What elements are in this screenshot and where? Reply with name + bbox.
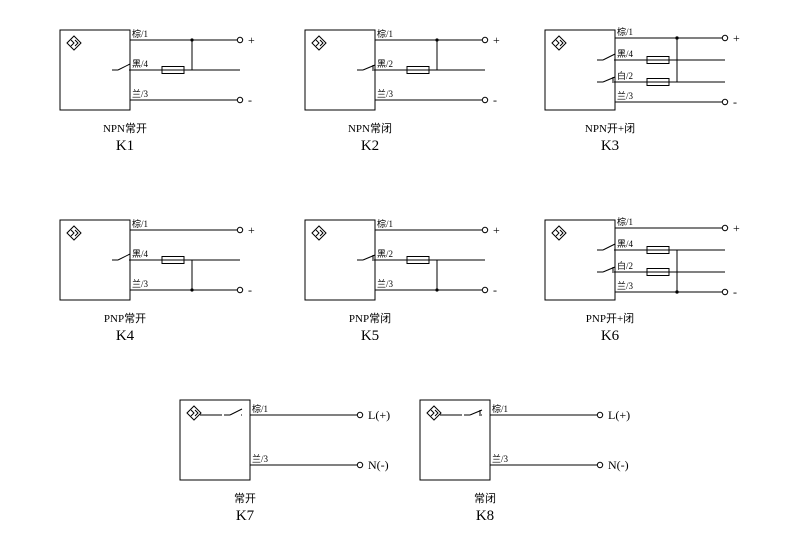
wire-label: 棕/1: [377, 218, 393, 229]
wire-label: 兰/3: [492, 453, 509, 464]
polarity-label: N(-): [368, 458, 389, 472]
svg-text:K2: K2: [361, 138, 379, 154]
svg-text:PNP常开: PNP常开: [104, 312, 146, 325]
wire-label: 黑/4: [132, 59, 149, 69]
wire-label: 兰/3: [377, 88, 394, 99]
polarity-label: N(-): [608, 458, 629, 472]
wire-label: 黑/2: [377, 59, 393, 69]
polarity-label: -: [493, 283, 497, 297]
diagram-K7: [180, 400, 363, 480]
wire-label: 棕/1: [492, 403, 508, 414]
svg-text:K1: K1: [116, 138, 134, 154]
wire-label: 黑/4: [617, 239, 634, 249]
svg-text:NPN常开: NPN常开: [103, 122, 147, 135]
diagram-K2: [305, 30, 488, 110]
diagram-K8: [420, 400, 603, 480]
svg-text:NPN常闭: NPN常闭: [348, 122, 392, 135]
polarity-label: +: [733, 221, 740, 235]
wire-label: 兰/3: [377, 278, 394, 289]
polarity-label: +: [733, 31, 740, 45]
wire-label: 棕/1: [377, 28, 393, 39]
svg-text:PNP常闭: PNP常闭: [349, 312, 391, 325]
wire-label: 棕/1: [252, 403, 268, 414]
wire-label: 黑/2: [377, 249, 393, 259]
polarity-label: -: [733, 285, 737, 299]
wire-label: 棕/1: [617, 216, 633, 227]
wire-label: 兰/3: [617, 90, 634, 101]
polarity-label: -: [248, 93, 252, 107]
wire-label: 白/2: [617, 70, 633, 81]
polarity-label: L(+): [368, 408, 390, 422]
polarity-label: +: [248, 33, 255, 47]
svg-text:K6: K6: [601, 328, 620, 344]
diagram-K5: [305, 220, 488, 300]
wire-label: 兰/3: [132, 88, 149, 99]
diagram-K4: [60, 220, 243, 300]
wire-label: 黑/4: [132, 249, 149, 259]
wire-label: 棕/1: [617, 26, 633, 37]
polarity-label: L(+): [608, 408, 630, 422]
svg-text:K4: K4: [116, 328, 135, 344]
svg-text:K5: K5: [361, 328, 379, 344]
wire-label: 兰/3: [132, 278, 149, 289]
wire-label: 兰/3: [617, 280, 634, 291]
polarity-label: -: [248, 283, 252, 297]
wire-label: 棕/1: [132, 28, 148, 39]
wire-label: 黑/4: [617, 49, 634, 59]
svg-text:PNP开+闭: PNP开+闭: [586, 312, 634, 325]
diagram-K6: [545, 220, 728, 300]
svg-text:常开: 常开: [234, 492, 256, 505]
svg-text:K3: K3: [601, 138, 619, 154]
svg-text:K7: K7: [236, 508, 255, 524]
wire-label: 兰/3: [252, 453, 269, 464]
wire-label: 白/2: [617, 260, 633, 271]
polarity-label: +: [493, 33, 500, 47]
polarity-label: +: [493, 223, 500, 237]
svg-text:K8: K8: [476, 508, 494, 524]
polarity-label: +: [248, 223, 255, 237]
polarity-label: -: [733, 95, 737, 109]
diagram-K3: [545, 30, 728, 110]
wire-label: 棕/1: [132, 218, 148, 229]
diagram-K1: [60, 30, 243, 110]
svg-text:常闭: 常闭: [474, 492, 496, 505]
polarity-label: -: [493, 93, 497, 107]
svg-text:NPN开+闭: NPN开+闭: [585, 122, 635, 135]
